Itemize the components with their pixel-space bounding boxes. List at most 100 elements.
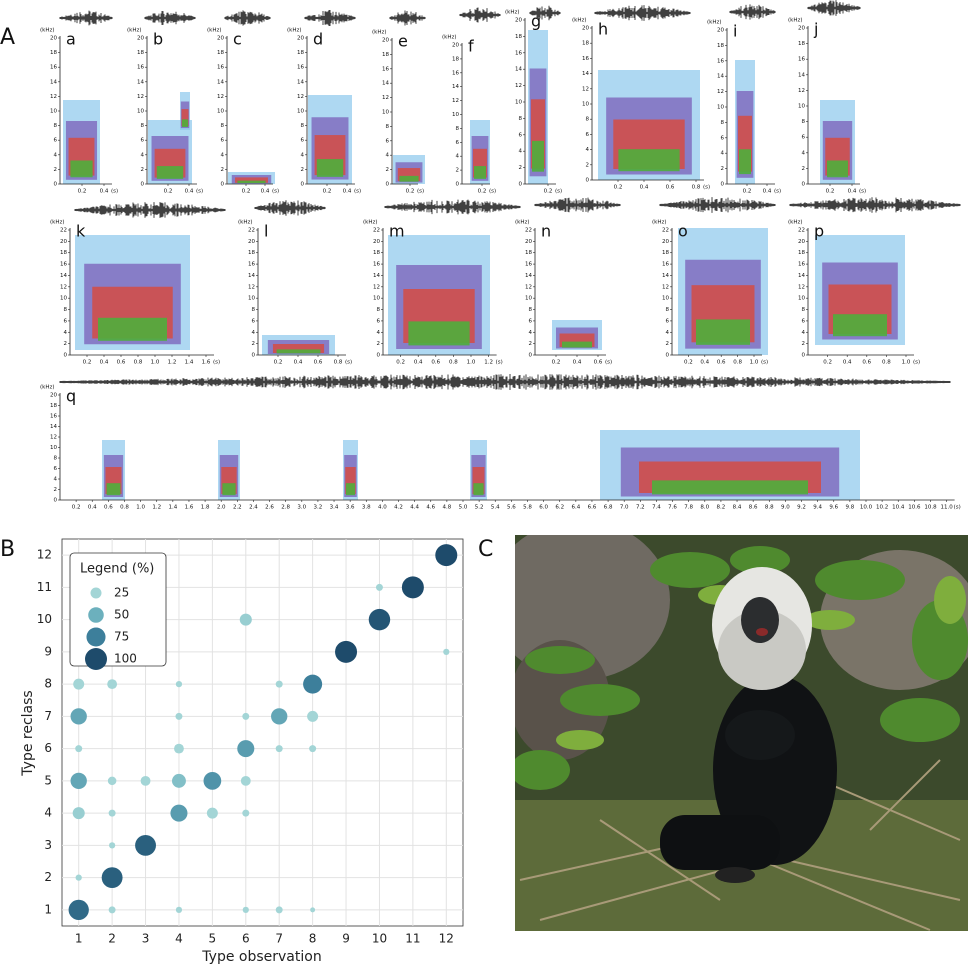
x-tick-label: 0.6 — [594, 360, 603, 366]
y-tick-label: 18 — [525, 250, 532, 256]
waveform — [59, 374, 951, 390]
waveform — [594, 5, 691, 21]
spectrogram-label: a — [66, 30, 76, 49]
x-tick-label: 0.2 — [274, 360, 283, 366]
x-tick-label: 9.0 — [781, 505, 790, 511]
y-unit: (kHz) — [238, 220, 253, 226]
y-tick-label: 8 — [802, 119, 806, 125]
y-tick-label: 20 — [662, 239, 669, 245]
x-tick-label: 10 — [372, 932, 387, 946]
y-tick-label: 18 — [60, 250, 67, 256]
x-tick-label: 1.2 — [484, 360, 493, 366]
waveform — [74, 202, 226, 218]
y-tick-label: 0 — [252, 353, 256, 359]
spectrogram-energy — [827, 160, 848, 178]
spectrogram-label: d — [313, 30, 323, 49]
x-unit: (s) — [913, 360, 920, 366]
spectrogram-energy — [652, 480, 808, 495]
y-tick-label: 3 — [44, 838, 52, 852]
y-tick-label: 4 — [802, 150, 806, 156]
y-tick-label: 12 — [798, 88, 805, 94]
x-unit: (s) — [489, 189, 496, 195]
y-tick-label: 10 — [515, 100, 522, 106]
y-tick-label: 4 — [301, 152, 305, 158]
spectrogram-energy — [156, 166, 184, 179]
y-tick-label: 4 — [456, 154, 460, 160]
bubble — [75, 874, 82, 881]
y-tick-label: 12 — [50, 435, 57, 441]
y-tick-label: 2 — [377, 341, 381, 347]
y-tick-label: 20 — [217, 36, 224, 42]
y-tick-label: 6 — [64, 318, 68, 324]
spectrogram: 0 2 4 6 8 10 12 14 16 18 20 0.2 0.4 (s) (kHz) j — [788, 18, 866, 195]
spectrogram-label: q — [66, 387, 76, 406]
y-tick-label: 0 — [721, 182, 725, 188]
waveform — [659, 197, 776, 213]
y-tick-label: 2 — [54, 167, 58, 173]
y-tick-label: 4 — [44, 806, 52, 820]
x-tick-label: 1.8 — [201, 505, 210, 511]
y-tick-label: 18 — [582, 41, 589, 47]
y-tick-label: 6 — [586, 132, 590, 138]
spectrogram-energy — [408, 321, 470, 346]
y-tick-label: 8 — [377, 307, 381, 313]
y-tick-label: 2 — [54, 487, 58, 493]
y-tick-label: 14 — [373, 273, 380, 279]
y-tick-label: 14 — [798, 273, 805, 279]
y-tick-label: 4 — [586, 147, 590, 153]
spectrogram-label: n — [541, 222, 551, 241]
y-tick-label: 18 — [717, 43, 724, 49]
y-tick-label: 2 — [666, 341, 670, 347]
y-tick-label: 8 — [386, 124, 390, 130]
x-tick-label: 7.4 — [652, 505, 661, 511]
spectrogram: 0 2 4 6 8 10 12 14 16 18 20 0.2 (s) (kHz) e — [372, 30, 425, 195]
y-tick-label: 8 — [519, 116, 523, 122]
y-tick-label: 10 — [248, 296, 255, 302]
x-tick-label: 3 — [142, 932, 150, 946]
x-tick-label: 0.2 — [614, 185, 623, 191]
y-tick-label: 16 — [525, 262, 532, 268]
x-tick-label: 1.0 — [467, 360, 476, 366]
y-tick-label: 10 — [382, 110, 389, 116]
y-tick-label: 9 — [44, 644, 52, 658]
y-tick-label: 6 — [456, 140, 460, 146]
y-tick-label: 20 — [798, 239, 805, 245]
panel-label: A — [0, 25, 15, 50]
x-tick-label: 9 — [342, 932, 350, 946]
spectrogram: 0 2 4 6 8 10 12 14 16 18 20 0.2 0.4 (s) (kHz) c — [207, 28, 279, 195]
y-tick-label: 6 — [802, 135, 806, 141]
spectrogram-energy — [316, 159, 344, 177]
spectrogram-energy — [562, 341, 592, 348]
bubble — [72, 807, 85, 820]
y-tick-label: 18 — [452, 56, 459, 62]
y-tick-label: 2 — [44, 870, 52, 884]
y-tick-label: 10 — [37, 612, 52, 626]
spectrogram: 0 2 4 6 8 10 12 14 16 18 20 22 0.2 0.4 0.6 0.8 1.0 (s) (kH… — [788, 220, 920, 366]
y-tick-label: 12 — [525, 284, 532, 290]
x-tick-label: 0.2 — [396, 360, 405, 366]
y-tick-label: 20 — [60, 239, 67, 245]
y-tick-label: 12 — [37, 548, 52, 562]
y-tick-label: 16 — [373, 262, 380, 268]
x-tick-label: 0.6 — [314, 360, 323, 366]
y-unit: (kHz) — [788, 18, 803, 24]
spectrogram-energy — [235, 177, 268, 183]
x-tick-label: 0.2 — [684, 360, 693, 366]
legend-marker — [86, 627, 106, 647]
bubble — [175, 906, 183, 913]
y-tick-label: 16 — [217, 65, 224, 71]
y-tick-label: 10 — [60, 296, 67, 302]
x-tick-label: 5.0 — [459, 505, 468, 511]
spectrogram-energy — [70, 160, 93, 178]
y-tick-label: 2 — [802, 341, 806, 347]
x-tick-label: 12 — [439, 932, 454, 946]
y-tick-label: 12 — [662, 284, 669, 290]
spectrogram: 0 2 4 6 8 10 12 14 16 18 20 22 0.2 0.4 0.6 0.8 1.0 1.2 (s)… — [363, 220, 503, 366]
x-tick-label: 2.4 — [249, 505, 258, 511]
y-tick-label: 8 — [802, 307, 806, 313]
y-tick-label: 0 — [586, 178, 590, 184]
bubble — [435, 544, 458, 567]
y-tick-label: 12 — [798, 284, 805, 290]
y-tick-label: 4 — [377, 330, 381, 336]
y-tick-label: 8 — [456, 126, 460, 132]
